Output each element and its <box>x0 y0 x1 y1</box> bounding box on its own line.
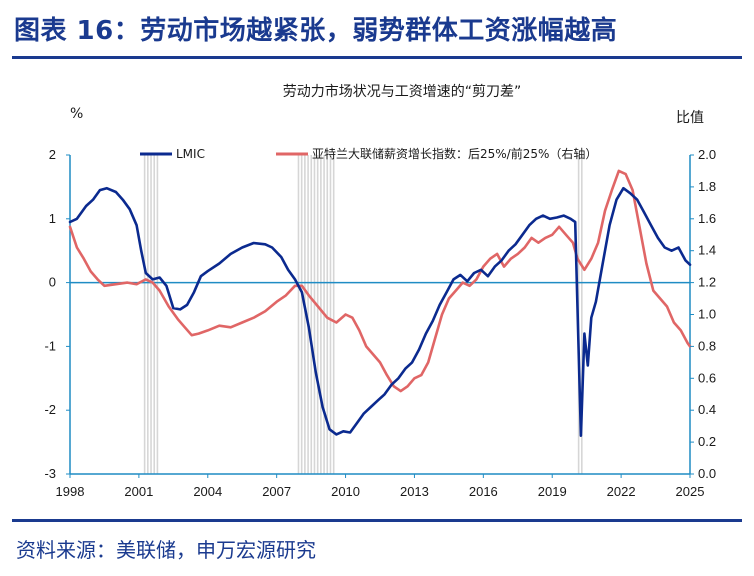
y-left-tick-label: 0 <box>49 275 56 290</box>
y-left-tick-label: -3 <box>44 466 56 481</box>
header-rule <box>12 56 742 59</box>
legend: LMIC 亚特兰大联储薪资增长指数：后25%/前25%（右轴） <box>140 146 597 161</box>
legend-label-wage-ratio: 亚特兰大联储薪资增长指数：后25%/前25%（右轴） <box>312 146 597 161</box>
series-lines-group <box>68 169 692 437</box>
x-tick-label: 2019 <box>538 484 567 499</box>
x-tick-label: 2007 <box>262 484 291 499</box>
footer-rule <box>12 519 742 522</box>
x-tick-label: 2016 <box>469 484 498 499</box>
x-tick-label: 2022 <box>607 484 636 499</box>
legend-label-lmic: LMIC <box>176 147 205 161</box>
x-tick-label: 2013 <box>400 484 429 499</box>
y-left-tick-label: 1 <box>49 211 56 226</box>
y-axis-left-title: % <box>70 106 83 122</box>
x-tick-label: 2025 <box>676 484 705 499</box>
series-line-lmic <box>68 186 692 437</box>
y-right-tick-label: 0.6 <box>698 370 716 385</box>
y-right-tick-label: 1.6 <box>698 211 716 226</box>
y-right-tick-label: 0.8 <box>698 338 716 353</box>
y-left-tick-label: 2 <box>49 147 56 162</box>
y-right-tick-label: 1.8 <box>698 179 716 194</box>
x-tick-label: 2001 <box>124 484 153 499</box>
series-line-wage-ratio <box>68 169 692 393</box>
footer-source: 资料来源：美联储，申万宏源研究 <box>16 538 316 562</box>
tick-labels-group: 2 1 0 -1 -2 -3 2.0 1.8 1.6 1.4 1.2 1.0 0.8 0.6 0.4 0.2 0… <box>44 147 716 499</box>
chart-title: 劳动力市场状况与工资增速的“剪刀差” <box>283 83 522 100</box>
axes-group <box>69 155 691 475</box>
y-right-tick-label: 1.0 <box>698 307 716 322</box>
y-right-tick-label: 2.0 <box>698 147 716 162</box>
recession-shading-group <box>143 155 583 474</box>
x-tick-label: 2010 <box>331 484 360 499</box>
y-right-tick-label: 0.0 <box>698 466 716 481</box>
y-right-tick-label: 0.2 <box>698 434 716 449</box>
y-right-tick-label: 1.2 <box>698 275 716 290</box>
header-title: 图表 16：劳动市场越紧张，弱势群体工资涨幅越高 <box>14 16 618 46</box>
chart-svg: 劳动力市场状况与工资增速的“剪刀差” % 比值 2 1 0 -1 -2 -3 2.0 1.8 1… <box>44 83 716 499</box>
y-left-tick-label: -2 <box>44 402 56 417</box>
x-tick-label: 1998 <box>56 484 85 499</box>
y-left-tick-label: -1 <box>44 338 56 353</box>
y-right-tick-label: 1.4 <box>698 243 716 258</box>
y-axis-right-title: 比值 <box>676 110 704 126</box>
y-right-tick-label: 0.4 <box>698 402 716 417</box>
x-tick-label: 2004 <box>193 484 222 499</box>
